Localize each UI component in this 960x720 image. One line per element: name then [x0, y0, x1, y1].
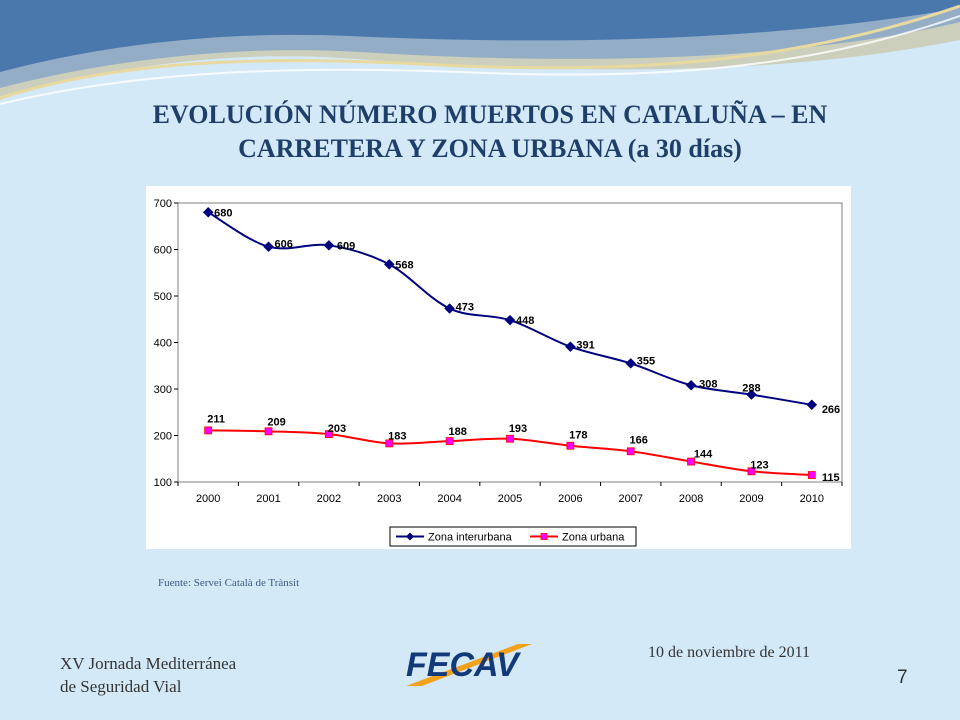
data-point-interurbana	[806, 399, 818, 411]
data-point-interurbana	[746, 389, 757, 400]
x-tick-label: 2006	[558, 493, 582, 505]
title-line-1: EVOLUCIÓN NÚMERO MUERTOS EN CATALUÑA – E…	[152, 100, 828, 129]
chart-legend	[389, 526, 637, 547]
chart-container: 100 200 300 400 500 600 700 2000 2001 2002 2003 200…	[146, 186, 851, 549]
data-label-urbana: 183	[388, 430, 406, 442]
data-label-interurbana: 448	[516, 315, 534, 327]
x-tick-label: 2004	[437, 493, 461, 505]
data-label-interurbana: 391	[576, 340, 594, 352]
event-name-line-2: de Seguridad Vial	[60, 677, 182, 696]
x-tick-label: 2001	[256, 493, 280, 505]
slide-title: EVOLUCIÓN NÚMERO MUERTOS EN CATALUÑA – E…	[100, 98, 880, 166]
data-label-urbana: 211	[207, 413, 225, 425]
y-tick-label: 500	[154, 291, 172, 303]
data-point-urbana	[445, 437, 454, 445]
legend-label-urbana: Zona urbana	[562, 532, 625, 544]
y-tick-label: 100	[154, 477, 172, 489]
source-note: Fuente: Servei Català de Trànsit	[158, 577, 300, 589]
page-number: 7	[897, 667, 908, 688]
data-point-interurbana	[444, 303, 455, 314]
x-tick-label: 2007	[618, 493, 642, 505]
data-label-urbana: 209	[267, 416, 285, 428]
event-name: XV Jornada Mediterránea de Seguridad Via…	[60, 652, 236, 698]
data-point-interurbana	[685, 379, 697, 391]
data-point-interurbana	[565, 341, 576, 353]
header-wave-decoration	[0, 0, 960, 105]
data-point-urbana	[566, 441, 575, 450]
x-tick-label: 2009	[739, 493, 763, 505]
x-tick-label: 2005	[498, 493, 522, 505]
x-tick-label: 2003	[377, 493, 401, 505]
data-label-urbana: 203	[328, 423, 346, 435]
event-name-line-1: XV Jornada Mediterránea	[60, 654, 237, 673]
x-tick-label: 2002	[317, 493, 341, 505]
logo-swoosh	[406, 644, 532, 686]
data-label-interurbana: 568	[395, 259, 413, 271]
x-tick-label: 2008	[679, 493, 703, 505]
data-label-urbana: 115	[822, 472, 840, 484]
data-point-urbana	[204, 426, 213, 435]
data-point-interurbana	[263, 241, 274, 253]
data-point-interurbana	[383, 259, 395, 270]
data-label-interurbana: 355	[637, 355, 655, 367]
y-tick-label: 200	[154, 431, 172, 443]
logo-text: FECAV	[406, 646, 522, 684]
data-label-urbana: 178	[569, 430, 587, 442]
data-point-urbana	[385, 439, 394, 448]
x-tick-label: 2000	[196, 493, 220, 505]
data-label-interurbana: 606	[275, 239, 293, 251]
data-label-interurbana: 680	[214, 207, 232, 219]
data-label-urbana: 144	[694, 449, 713, 461]
legend-label-interurbana: Zona interurbana	[428, 532, 513, 544]
data-label-interurbana: 266	[822, 404, 840, 416]
data-point-interurbana	[202, 206, 214, 218]
fecav-logo: FECAV	[406, 644, 532, 686]
data-point-urbana	[626, 447, 635, 456]
y-tick-label: 600	[154, 245, 172, 257]
data-point-urbana	[807, 471, 816, 479]
data-label-interurbana: 609	[337, 240, 355, 252]
data-label-interurbana: 288	[742, 383, 760, 395]
data-label-urbana: 123	[750, 459, 768, 471]
line-chart: 100 200 300 400 500 600 700 2000 2001 2002 2003 200…	[154, 198, 843, 547]
data-point-urbana	[264, 427, 273, 436]
y-tick-label: 400	[154, 338, 172, 350]
y-tick-label: 300	[154, 384, 172, 396]
data-point-interurbana	[323, 239, 335, 251]
data-point-interurbana	[504, 314, 516, 326]
data-point-urbana	[325, 430, 333, 439]
data-label-urbana: 188	[448, 426, 466, 438]
slide-date: 10 de noviembre de 2011	[648, 644, 811, 661]
data-point-urbana	[747, 467, 756, 476]
data-label-interurbana: 473	[456, 302, 474, 314]
data-point-interurbana	[625, 358, 637, 369]
title-line-2: CARRETERA Y ZONA URBANA (a 30 días)	[238, 134, 742, 163]
data-label-urbana: 166	[630, 434, 648, 446]
legend-marker-interurbana	[406, 532, 414, 541]
data-point-urbana	[687, 457, 695, 466]
legend-marker-urbana	[540, 533, 548, 540]
data-point-urbana	[506, 434, 514, 443]
data-label-interurbana: 308	[699, 378, 717, 390]
y-tick-label: 700	[154, 198, 172, 210]
x-tick-label: 2010	[800, 493, 824, 505]
data-label-urbana: 193	[509, 423, 527, 435]
